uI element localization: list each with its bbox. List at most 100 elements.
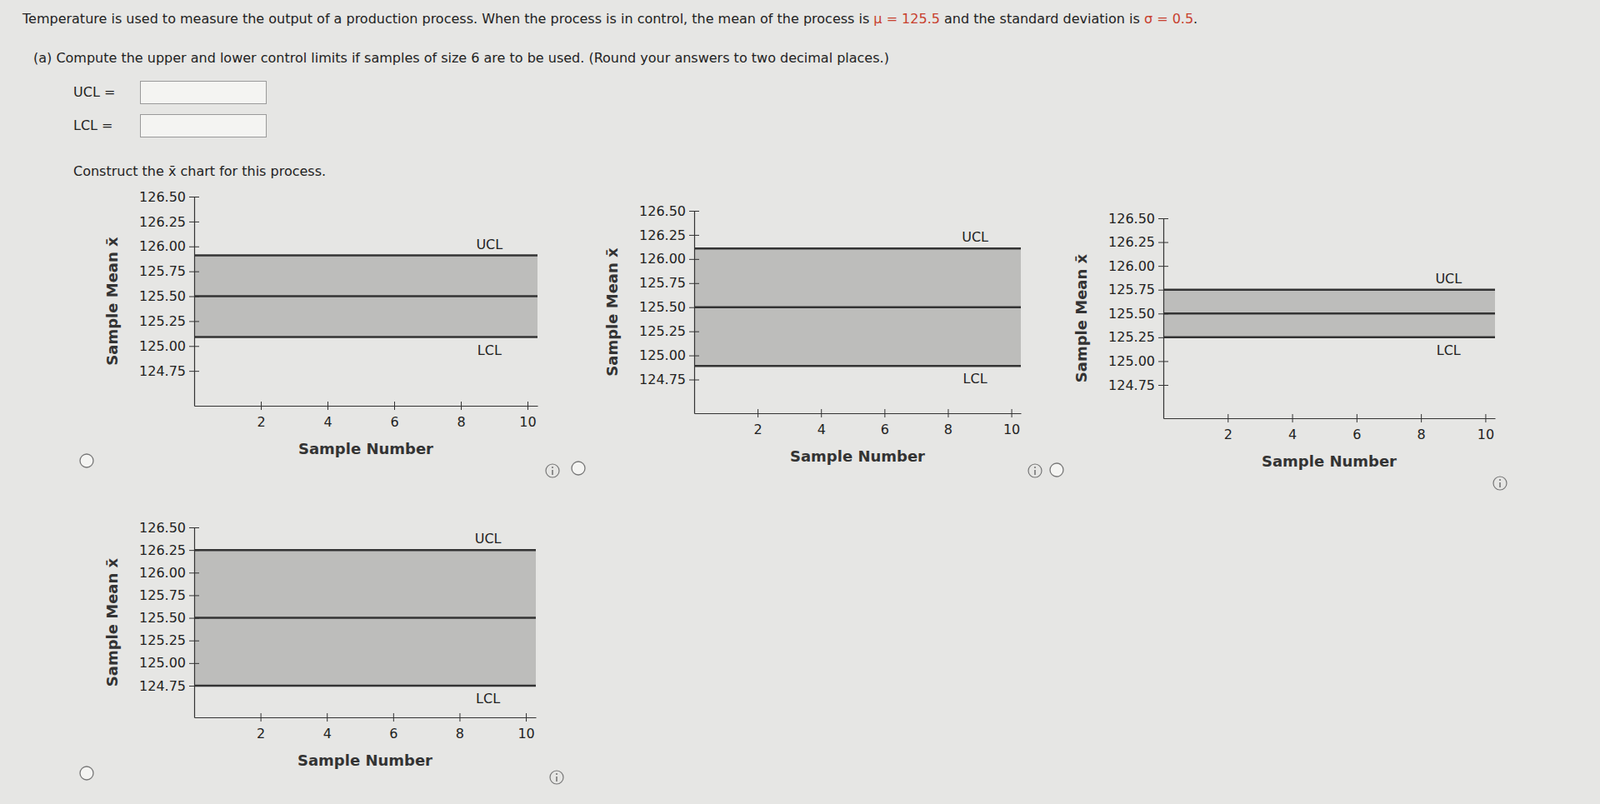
info-icon[interactable] xyxy=(1028,464,1042,478)
y-axis: 124.75125.00125.25125.50125.75126.00126.… xyxy=(639,203,700,415)
radio-button[interactable] xyxy=(571,461,585,475)
series-line xyxy=(694,365,1021,368)
x-tick-label: 6 xyxy=(880,421,890,438)
series-line xyxy=(194,685,536,688)
y-tick: 126.50 xyxy=(139,189,200,205)
y-tick: 126.00 xyxy=(639,250,700,267)
x-tick-mark xyxy=(326,713,328,722)
x-tick-mark xyxy=(1485,414,1486,423)
y-tick-mark xyxy=(689,307,700,309)
x-tick-label: 2 xyxy=(256,725,265,742)
info-icon-ring xyxy=(545,464,560,478)
y-axis-title: Sample Mean x̄ xyxy=(1072,253,1090,383)
y-tick: 125.75 xyxy=(1108,281,1169,298)
y-tick: 124.75 xyxy=(1108,377,1169,394)
x-tick: 10 xyxy=(517,713,535,742)
y-tick-mark xyxy=(189,640,200,642)
y-tick: 125.25 xyxy=(639,323,700,340)
y-tick-label: 125.50 xyxy=(139,610,186,626)
x-tick-mark xyxy=(820,409,822,418)
radio-button[interactable] xyxy=(80,454,94,468)
question: Temperature is used to measure the outpu… xyxy=(22,10,1198,27)
x-tick-mark xyxy=(460,401,462,410)
ucl-input[interactable] xyxy=(140,80,267,105)
lcl-input[interactable] xyxy=(140,114,267,138)
question-end: . xyxy=(1193,10,1198,27)
y-tick: 126.00 xyxy=(139,565,200,581)
y-tick: 126.50 xyxy=(1108,210,1169,227)
ucl-label: UCL = xyxy=(73,84,115,100)
x-tick: 4 xyxy=(817,409,826,438)
y-tick-mark xyxy=(189,345,200,347)
y-tick: 126.50 xyxy=(139,520,200,536)
y-tick-label: 125.00 xyxy=(1108,353,1155,370)
x-tick: 8 xyxy=(455,713,465,742)
x-tick-label: 2 xyxy=(754,421,763,438)
x-tick: 8 xyxy=(944,409,953,438)
x-tick-label: 10 xyxy=(1003,421,1020,438)
series-line xyxy=(1163,336,1495,340)
y-tick-mark xyxy=(689,210,700,212)
y-tick-label: 125.00 xyxy=(639,347,686,364)
info-icon[interactable] xyxy=(545,464,560,478)
y-tick-mark xyxy=(189,320,200,322)
x-axis-title: Sample Number xyxy=(1261,452,1397,470)
x-tick-label: 4 xyxy=(817,421,826,438)
radio-button[interactable] xyxy=(1050,463,1064,477)
y-tick: 126.25 xyxy=(1108,234,1169,250)
x-axis: 246810 xyxy=(1164,414,1496,443)
x-tick: 8 xyxy=(1417,414,1426,443)
info-icon[interactable] xyxy=(1493,476,1507,490)
y-tick-mark xyxy=(189,370,200,372)
y-tick: 126.25 xyxy=(139,542,200,559)
info-icon-ring xyxy=(1028,464,1042,478)
y-tick-mark xyxy=(689,355,700,357)
x-tick: 6 xyxy=(389,713,398,742)
y-tick-mark xyxy=(1158,218,1169,220)
y-tick-mark xyxy=(189,572,200,574)
x-tick-label: 8 xyxy=(456,414,465,430)
y-tick-label: 126.50 xyxy=(1108,210,1155,227)
y-axis: 124.75125.00125.25125.50125.75126.00126.… xyxy=(139,520,200,719)
x-tick: 8 xyxy=(456,401,465,430)
control-band xyxy=(694,248,1021,366)
chart-prompt: Construct the x̄ chart for this process. xyxy=(73,163,326,180)
y-tick-mark xyxy=(1158,242,1169,244)
radio-button[interactable] xyxy=(80,766,94,780)
series-line xyxy=(194,335,538,339)
y-tick-label: 125.00 xyxy=(139,655,186,671)
y-tick: 125.25 xyxy=(139,632,200,649)
y-tick-mark xyxy=(1158,313,1169,315)
y-tick-mark xyxy=(689,283,700,285)
plot-area xyxy=(1163,290,1495,338)
info-icon-dot xyxy=(555,773,558,775)
x-tick-mark xyxy=(1356,414,1358,423)
y-tick: 125.50 xyxy=(1108,305,1169,322)
y-tick-label: 126.50 xyxy=(139,189,186,205)
series-line xyxy=(194,616,536,620)
question-mu: μ = 125.5 xyxy=(873,10,940,27)
x-tick: 2 xyxy=(256,401,265,430)
info-icon-stem xyxy=(551,470,554,475)
y-tick-label: 126.25 xyxy=(1108,234,1155,250)
y-tick-mark xyxy=(1158,360,1169,362)
x-axis-title: Sample Number xyxy=(790,447,925,465)
x-tick-label: 4 xyxy=(323,725,332,742)
y-axis-title: Sample Mean x̄ xyxy=(603,247,621,377)
y-tick-mark xyxy=(1158,290,1169,291)
y-tick-mark xyxy=(189,527,200,529)
y-tick-label: 124.75 xyxy=(139,678,186,695)
y-axis-line xyxy=(194,528,195,719)
y-tick-mark xyxy=(189,296,200,298)
y-tick-label: 125.75 xyxy=(639,275,686,291)
info-icon-stem xyxy=(555,776,558,782)
x-tick: 4 xyxy=(323,401,332,430)
y-tick-label: 126.25 xyxy=(139,542,186,559)
series-line xyxy=(194,254,538,257)
info-icon-dot xyxy=(551,466,554,469)
info-icon[interactable] xyxy=(550,770,564,785)
y-tick-label: 126.25 xyxy=(139,214,186,230)
question-sigma: σ = 0.5 xyxy=(1144,10,1194,27)
y-tick: 126.25 xyxy=(639,227,700,244)
y-tick-label: 126.50 xyxy=(639,203,686,220)
